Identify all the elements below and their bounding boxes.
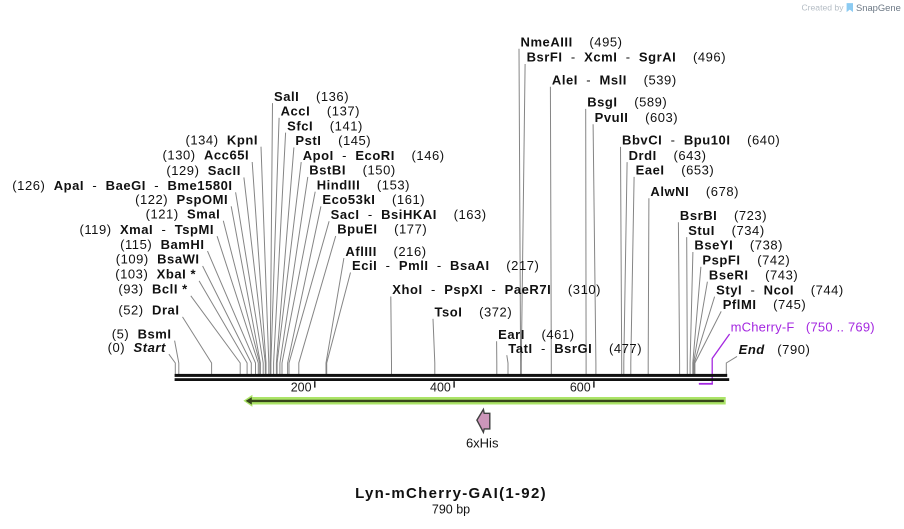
svg-text:SfcI (141): SfcI (141): [287, 118, 363, 133]
svg-text:StyI - NcoI (744): StyI - NcoI (744): [716, 282, 844, 297]
svg-text:(126) ApaI - BaeGI - Bme1: (126) ApaI - BaeGI - Bme1580I: [12, 178, 232, 193]
svg-text:BseRI (743): BseRI (743): [709, 267, 798, 282]
svg-text:TsoI (372): TsoI (372): [435, 305, 513, 320]
svg-text:SnapGene: SnapGene: [856, 2, 901, 13]
svg-text:AflIII (216): AflIII (216): [345, 244, 426, 259]
svg-text:(0) Start: (0) Start: [108, 340, 166, 355]
svg-text:600: 600: [570, 381, 591, 395]
svg-text:PflMI (745): PflMI (745): [723, 297, 807, 312]
svg-text:TatI - BsrGI (477): TatI - BsrGI (477): [508, 341, 642, 356]
svg-text:EciI - PmlI - BsaAI (21: EciI - PmlI - BsaAI (217): [352, 258, 539, 273]
svg-text:Created by: Created by: [801, 2, 844, 12]
svg-text:(130) Acc65I: (130) Acc65I: [163, 148, 250, 163]
svg-text:BsrBI (723): BsrBI (723): [680, 208, 767, 223]
svg-text:PvuII (603): PvuII (603): [595, 110, 679, 125]
svg-text:(93) BclI *: (93) BclI *: [118, 282, 188, 297]
svg-text:AleI - MslI (539): AleI - MslI (539): [552, 72, 677, 87]
svg-text:mCherry-F (750 .. 769): mCherry-F (750 .. 769): [731, 320, 875, 335]
svg-text:(115) BamHI: (115) BamHI: [120, 237, 204, 252]
svg-text:End (790): End (790): [739, 342, 811, 357]
svg-text:BsrFI - XcmI - SgrAI (4: BsrFI - XcmI - SgrAI (496): [527, 50, 727, 65]
svg-text:StuI (734): StuI (734): [688, 223, 765, 238]
svg-text:Lyn-mCherry-GAI(1-92): Lyn-mCherry-GAI(1-92): [355, 485, 547, 502]
svg-text:SacI - BsiHKAI (163): SacI - BsiHKAI (163): [331, 207, 487, 222]
svg-text:(119) XmaI - TspMI: (119) XmaI - TspMI: [79, 222, 214, 237]
svg-text:(122) PspOMI: (122) PspOMI: [135, 192, 228, 207]
svg-text:200: 200: [291, 381, 312, 395]
svg-text:BpuEI (177): BpuEI (177): [337, 222, 427, 237]
svg-text:(134) KpnI: (134) KpnI: [185, 132, 258, 147]
svg-text:(121) SmaI: (121) SmaI: [146, 207, 221, 222]
svg-text:BbvCI - Bpu10I (640): BbvCI - Bpu10I (640): [622, 133, 780, 148]
svg-text:6xHis: 6xHis: [466, 436, 499, 451]
svg-text:SalI (136): SalI (136): [274, 89, 349, 104]
svg-text:AccI (137): AccI (137): [281, 104, 360, 119]
svg-text:Eco53kI (161): Eco53kI (161): [322, 192, 425, 207]
svg-text:XhoI - PspXI - PaeR7I (: XhoI - PspXI - PaeR7I (310): [392, 282, 601, 297]
svg-text:790 bp: 790 bp: [432, 502, 470, 516]
svg-text:BstBI (150): BstBI (150): [309, 163, 395, 178]
svg-text:EaeI (653): EaeI (653): [636, 163, 715, 178]
svg-text:(109) BsaWI: (109) BsaWI: [116, 252, 200, 267]
svg-text:(103) XbaI *: (103) XbaI *: [115, 267, 196, 282]
svg-text:NmeAIII (495): NmeAIII (495): [521, 35, 623, 50]
svg-text:BsgI (589): BsgI (589): [587, 95, 667, 110]
svg-text:HindIII (153): HindIII (153): [317, 177, 410, 192]
svg-text:DrdI (643): DrdI (643): [629, 148, 707, 163]
svg-text:PspFI (742): PspFI (742): [702, 253, 790, 268]
svg-text:400: 400: [430, 381, 451, 395]
svg-text:PstI (145): PstI (145): [295, 133, 371, 148]
svg-text:AlwNI (678): AlwNI (678): [650, 184, 739, 199]
svg-text:ApoI - EcoRI (146): ApoI - EcoRI (146): [303, 148, 445, 163]
svg-text:EarI (461): EarI (461): [498, 327, 575, 342]
svg-text:(52) DraI: (52) DraI: [118, 303, 179, 318]
svg-text:(5) BsmI: (5) BsmI: [112, 326, 172, 341]
svg-text:(129) SacII: (129) SacII: [166, 163, 241, 178]
svg-text:BseYI (738): BseYI (738): [694, 238, 783, 253]
